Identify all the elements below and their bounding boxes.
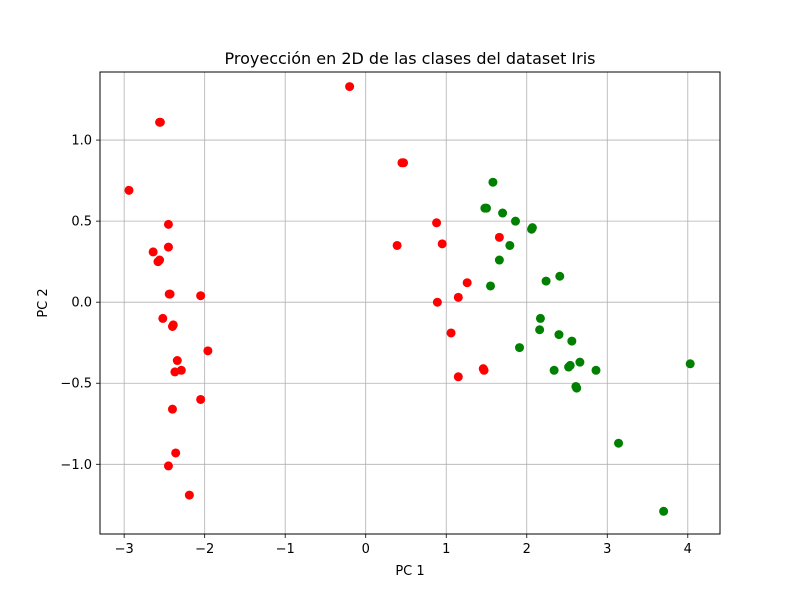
data-point-series-1 — [527, 224, 537, 234]
chart-title: Proyección en 2D de las clases del datas… — [225, 49, 596, 68]
data-point-series-1 — [535, 325, 545, 335]
data-point-series-0 — [168, 320, 178, 330]
x-tick-label: 1 — [442, 542, 450, 557]
data-point-series-1 — [505, 240, 515, 250]
x-tick-label: 3 — [603, 542, 611, 557]
x-tick-label: −2 — [195, 542, 214, 557]
y-tick-label: −0.5 — [60, 377, 92, 392]
data-point-series-0 — [155, 255, 165, 265]
x-tick-label: 2 — [523, 542, 531, 557]
data-point-series-0 — [155, 117, 165, 127]
data-point-series-0 — [184, 490, 194, 500]
data-point-series-0 — [446, 328, 456, 338]
data-point-series-0 — [148, 247, 158, 257]
y-tick-label: 1.0 — [71, 134, 92, 149]
data-point-series-1 — [685, 359, 695, 369]
data-point-series-1 — [488, 177, 498, 187]
data-point-series-1 — [486, 281, 496, 291]
data-point-series-0 — [158, 313, 168, 323]
data-point-series-1 — [575, 357, 585, 367]
data-point-series-0 — [167, 404, 177, 414]
data-point-series-0 — [432, 218, 442, 228]
data-point-series-0 — [163, 219, 173, 229]
data-point-series-1 — [481, 203, 491, 213]
y-axis-label: PC 2 — [36, 288, 51, 317]
data-point-series-0 — [163, 242, 173, 252]
data-point-series-1 — [541, 276, 551, 286]
data-point-series-0 — [176, 365, 186, 375]
data-point-series-0 — [196, 291, 206, 301]
data-point-series-1 — [614, 438, 624, 448]
data-point-series-0 — [203, 346, 213, 356]
data-point-series-1 — [572, 383, 582, 393]
data-point-series-0 — [196, 394, 206, 404]
x-tick-label: 0 — [362, 542, 370, 557]
data-point-series-0 — [171, 448, 181, 458]
data-point-series-0 — [437, 239, 447, 249]
data-point-series-1 — [515, 343, 525, 353]
data-point-series-0 — [124, 185, 134, 195]
data-point-series-0 — [453, 292, 463, 302]
data-point-series-0 — [399, 158, 409, 168]
plot-frame — [99, 71, 721, 535]
y-tick-label: 0.5 — [71, 215, 92, 230]
data-point-series-0 — [172, 356, 182, 366]
data-point-series-1 — [591, 365, 601, 375]
x-tick-label: 4 — [684, 542, 692, 557]
data-point-series-1 — [659, 506, 669, 516]
data-point-series-1 — [565, 360, 575, 370]
x-axis-label: PC 1 — [395, 564, 424, 579]
data-point-series-1 — [494, 255, 504, 265]
data-point-series-0 — [165, 289, 175, 299]
data-point-series-0 — [479, 365, 489, 375]
data-point-series-0 — [494, 232, 504, 242]
x-tick-label: −3 — [115, 542, 134, 557]
y-tick-label: 0.0 — [71, 296, 92, 311]
data-point-series-0 — [392, 240, 402, 250]
grid-layer — [100, 72, 720, 534]
data-point-series-1 — [555, 271, 565, 281]
data-point-series-0 — [462, 278, 472, 288]
y-tick-label: −1.0 — [60, 458, 92, 473]
data-point-series-0 — [453, 372, 463, 382]
data-point-series-0 — [432, 297, 442, 307]
data-point-series-1 — [567, 336, 577, 346]
data-point-series-0 — [345, 82, 355, 92]
data-point-series-1 — [554, 330, 564, 340]
data-point-series-1 — [510, 216, 520, 226]
data-point-series-1 — [549, 365, 559, 375]
data-point-series-0 — [163, 461, 173, 471]
ticks-layer: −3 −2 −1 0 1 2 3 4 −1.0 −0.5 0.0 0.5 1.0 — [60, 134, 692, 557]
data-point-series-1 — [535, 313, 545, 323]
points-layer — [124, 82, 695, 516]
x-tick-label: −1 — [276, 542, 295, 557]
data-point-series-1 — [498, 208, 508, 218]
